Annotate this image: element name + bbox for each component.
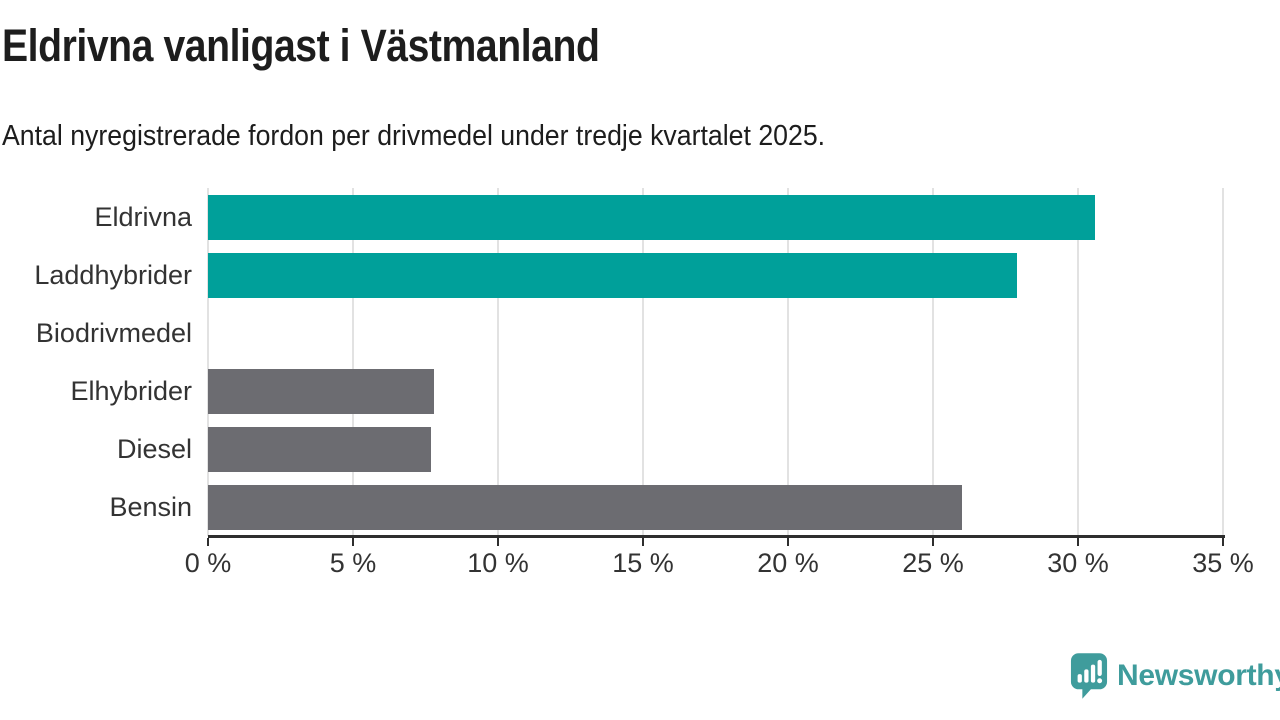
x-axis-tick: [497, 538, 499, 546]
chart-title: Eldrivna vanligast i Västmanland: [2, 20, 600, 71]
x-axis-tick: [642, 538, 644, 546]
bar-row: [208, 246, 1223, 304]
bar-elhybrider: [208, 369, 435, 414]
gridline: [787, 188, 789, 536]
x-axis-tick: [787, 538, 789, 546]
x-axis-tick: [1222, 538, 1224, 546]
x-axis-tick-label: 30 %: [1047, 548, 1109, 578]
newsworthy-logo-text: Newsworthy: [1117, 659, 1280, 692]
x-axis-tick-label: 15 %: [612, 548, 674, 578]
category-label-eldrivna: Eldrivna: [94, 202, 192, 232]
x-axis-tick: [352, 538, 354, 546]
category-label-elhybrider: Elhybrider: [70, 376, 192, 406]
newsworthy-bubble-chart-icon: [1070, 653, 1108, 699]
x-axis-tick-label: 35 %: [1192, 548, 1254, 578]
gridline: [497, 188, 499, 536]
bar-bensin: [208, 485, 962, 530]
gridline: [642, 188, 644, 536]
bar-row: [208, 188, 1223, 246]
category-label-bensin: Bensin: [109, 492, 192, 522]
category-label-diesel: Diesel: [116, 434, 192, 464]
bar-row: [208, 420, 1223, 478]
gridline: [1222, 188, 1224, 536]
bar-row: [208, 362, 1223, 420]
plot-area: [207, 188, 1224, 536]
gridline: [207, 188, 209, 536]
x-axis-tick: [932, 538, 934, 546]
category-label-laddhybrider: Laddhybrider: [34, 260, 192, 290]
x-axis-tick: [207, 538, 209, 546]
category-label-biodrivmedel: Biodrivmedel: [35, 318, 192, 348]
gridline: [932, 188, 934, 536]
gridline: [1077, 188, 1079, 536]
x-axis-line: [208, 535, 1225, 538]
x-axis-tick: [1077, 538, 1079, 546]
bar-row: [208, 304, 1223, 362]
bar-diesel: [208, 427, 432, 472]
x-axis-tick-label: 10 %: [467, 548, 529, 578]
x-axis-tick-label: 20 %: [757, 548, 819, 578]
x-axis-tick-label: 0 %: [184, 548, 232, 578]
newsworthy-logo: Newsworthy: [1070, 652, 1280, 700]
x-axis-tick-label: 5 %: [329, 548, 377, 578]
gridline: [352, 188, 354, 536]
chart-subtitle: Antal nyregistrerade fordon per drivmede…: [2, 120, 826, 152]
bar-eldrivna: [208, 195, 1096, 240]
x-axis-tick-label: 25 %: [902, 548, 964, 578]
bar-row: [208, 478, 1223, 536]
bar-laddhybrider: [208, 253, 1018, 298]
